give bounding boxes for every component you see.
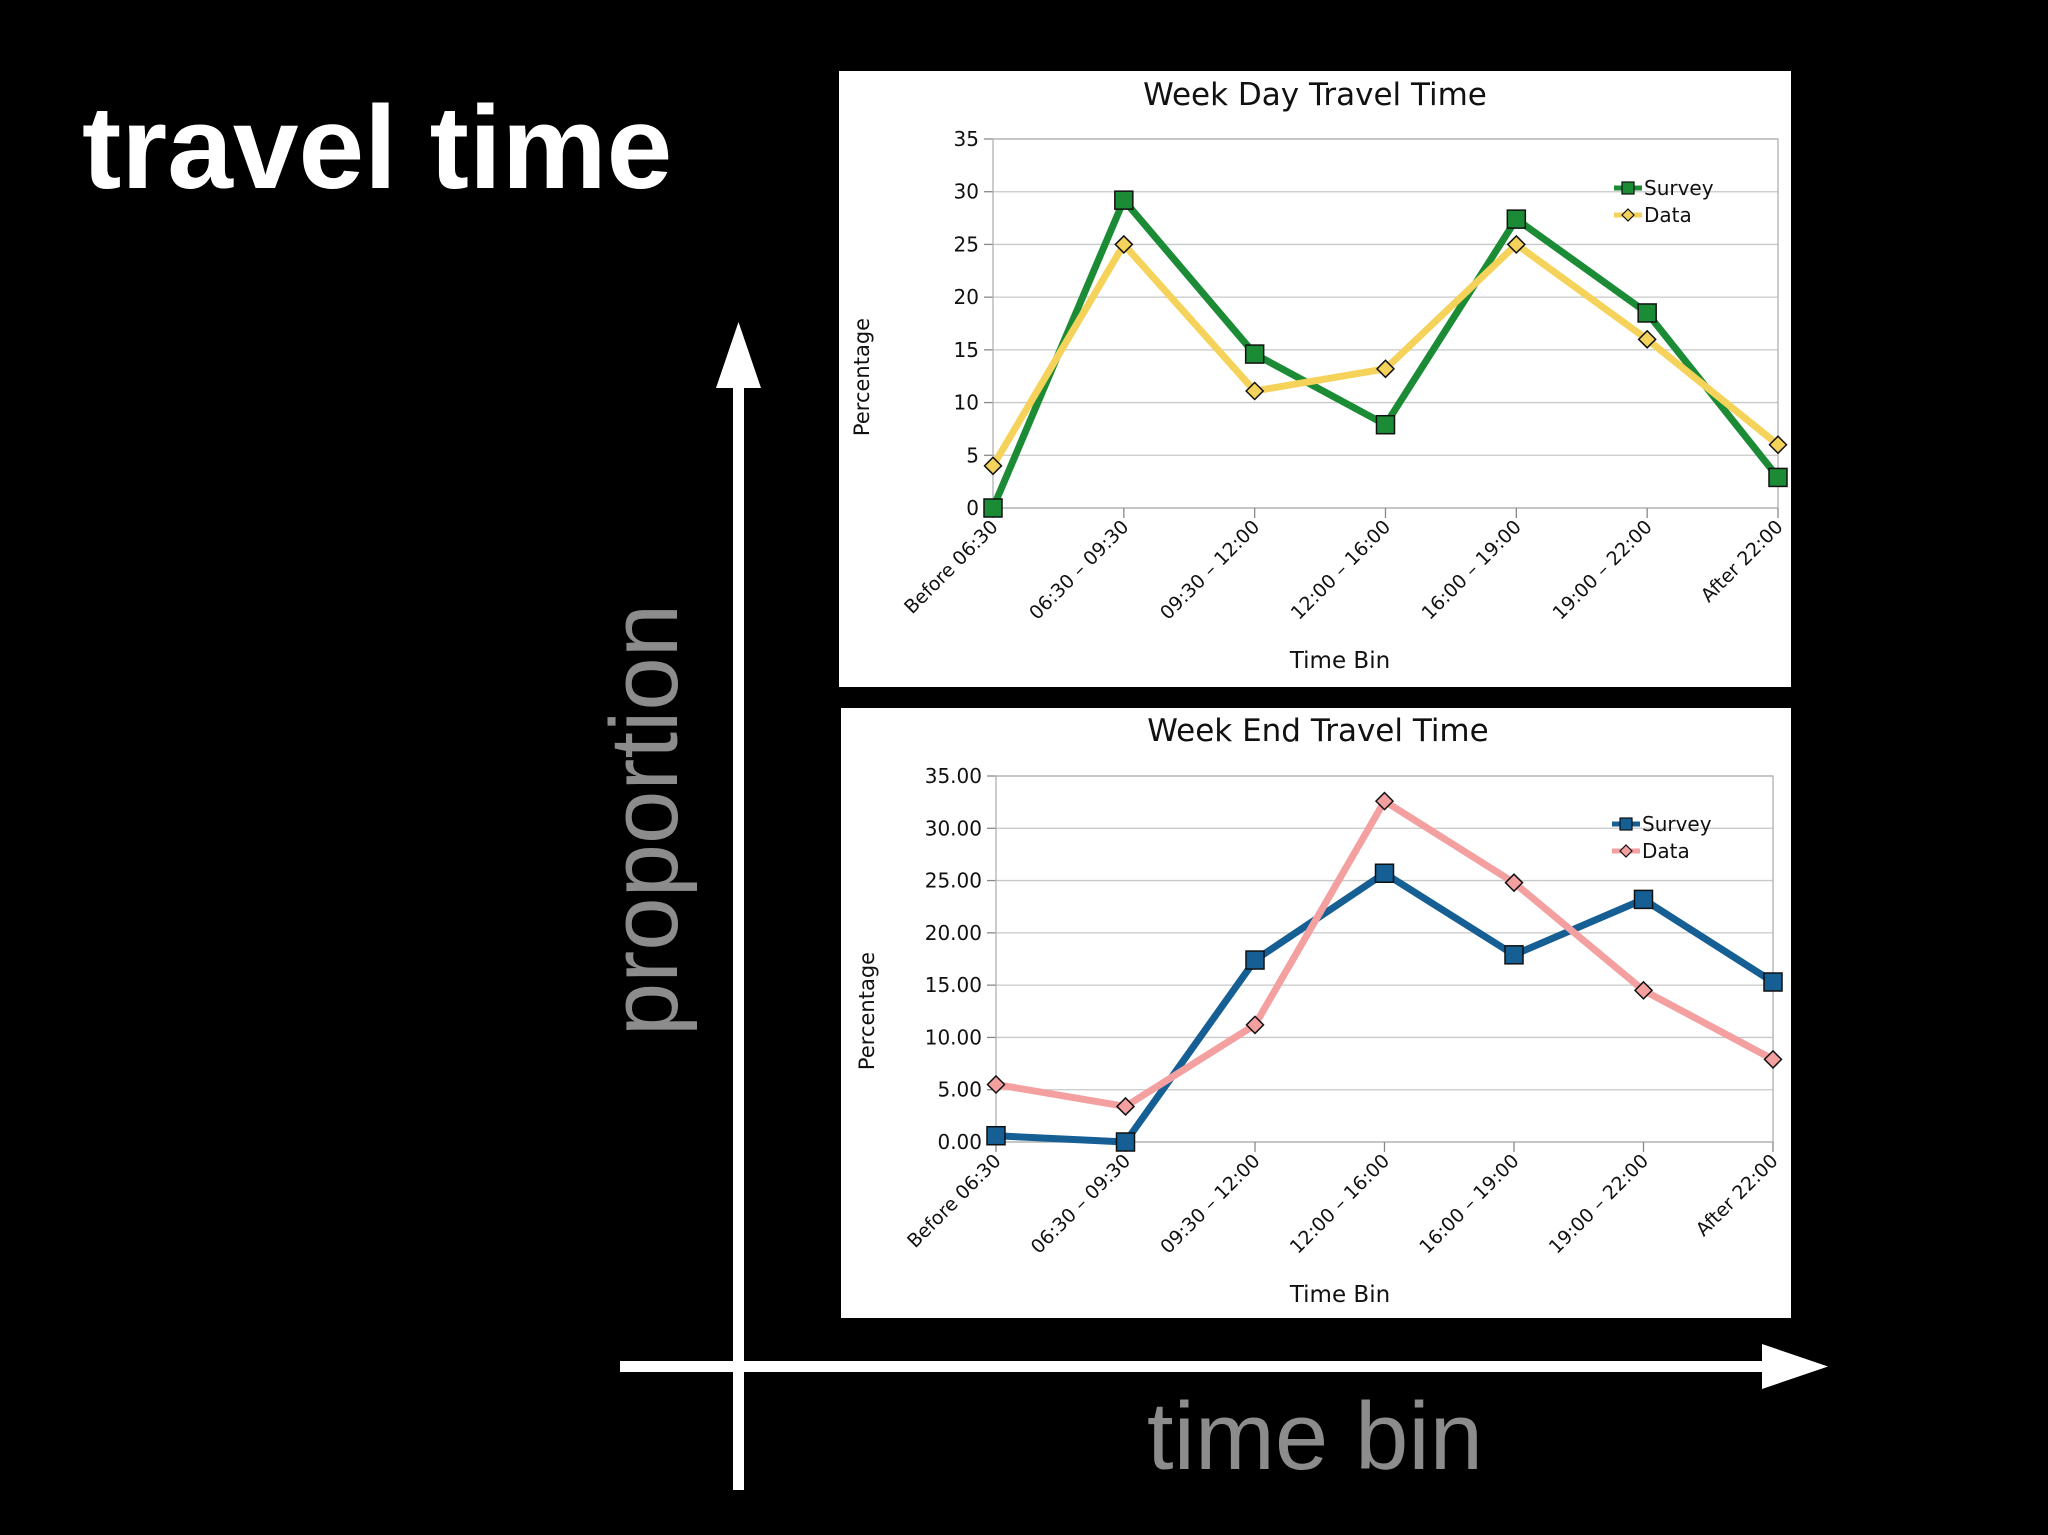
weekday-survey-point bbox=[1244, 344, 1265, 364]
weekday-y-tick-label: 15 bbox=[954, 338, 979, 362]
x-axis-caption: time bin bbox=[1146, 1383, 1484, 1490]
weekend-survey-point bbox=[1115, 1132, 1136, 1152]
weekend-y-tick-label: 20.00 bbox=[925, 921, 982, 945]
weekend-survey-point bbox=[1245, 950, 1265, 970]
weekday-y-axis-label: Percentage bbox=[850, 318, 874, 436]
weekday-y-tick-label: 0 bbox=[966, 496, 979, 520]
weekday-y-tick-label: 25 bbox=[954, 232, 979, 256]
weekday-survey-point bbox=[1768, 467, 1788, 488]
weekend-chart-panel: Week End Travel Time 0.00 5.00 10.00 15.00 20… bbox=[841, 708, 1791, 1318]
weekday-x-axis-label: Time Bin bbox=[1289, 648, 1390, 674]
weekend-data-point bbox=[1245, 1015, 1265, 1035]
vertical-axis-arrowhead bbox=[716, 322, 761, 388]
weekend-chart-title: Week End Travel Time bbox=[1147, 713, 1488, 749]
weekday-legend-survey-label: Survey bbox=[1644, 176, 1714, 200]
weekend-y-tick-label: 0.00 bbox=[937, 1130, 982, 1154]
weekday-data-point bbox=[1768, 435, 1788, 455]
weekend-legend-survey-label: Survey bbox=[1642, 812, 1712, 836]
weekend-survey-point bbox=[1504, 945, 1524, 965]
weekend-x-axis-label: Time Bin bbox=[1289, 1282, 1390, 1308]
weekend-y-tick-label: 35.00 bbox=[925, 764, 982, 788]
weekday-survey-point bbox=[1506, 209, 1527, 229]
weekday-legend-data-marker bbox=[1621, 208, 1635, 222]
weekend-y-tick-label: 25.00 bbox=[925, 869, 982, 893]
slide-title: travel time bbox=[82, 82, 673, 214]
weekend-survey-point bbox=[1374, 863, 1395, 884]
weekend-survey-point bbox=[1633, 889, 1654, 910]
weekday-survey-point bbox=[1114, 190, 1134, 210]
weekend-y-tick-label: 15.00 bbox=[925, 973, 982, 997]
weekday-y-tick-label: 10 bbox=[954, 391, 979, 415]
weekend-legend-survey-marker bbox=[1619, 817, 1633, 831]
weekend-legend-data-marker bbox=[1619, 844, 1633, 858]
weekend-data-point bbox=[1763, 1049, 1783, 1069]
weekday-data-point bbox=[1114, 234, 1134, 254]
weekend-data-point bbox=[1504, 873, 1524, 893]
weekend-data-point bbox=[986, 1074, 1006, 1095]
weekday-legend-data-label: Data bbox=[1644, 203, 1692, 227]
weekend-data-point bbox=[1115, 1096, 1136, 1117]
weekend-survey-point bbox=[1763, 972, 1783, 992]
weekend-chart: Week End Travel Time 0.00 5.00 10.00 15.00 20… bbox=[855, 713, 1783, 1308]
weekend-survey-point bbox=[986, 1125, 1006, 1146]
weekday-chart: Week Day Travel Time05101520253035Before… bbox=[850, 77, 1788, 674]
weekday-data-point bbox=[1245, 381, 1265, 401]
weekday-chart-panel: Week Day Travel Time 0 5 10 15 20 25 30 35 Before… bbox=[839, 71, 1791, 687]
weekend-y-tick-label: 30.00 bbox=[925, 816, 982, 840]
weekend-y-axis-label: Percentage bbox=[855, 952, 879, 1070]
weekday-legend-survey-marker bbox=[1621, 181, 1635, 195]
weekend-y-tick-label: 10.00 bbox=[925, 1025, 982, 1049]
weekday-chart-title: Week Day Travel Time bbox=[1143, 77, 1487, 113]
weekday-y-tick-label: 30 bbox=[954, 180, 979, 204]
horizontal-axis-arrow-shaft bbox=[620, 1361, 1770, 1372]
weekday-y-tick-label: 35 bbox=[954, 127, 979, 151]
vertical-axis-arrow-shaft bbox=[733, 380, 744, 1490]
y-axis-caption: proportion bbox=[591, 603, 698, 1037]
weekday-data-point bbox=[1506, 234, 1526, 254]
weekday-y-tick-label: 20 bbox=[954, 285, 979, 309]
weekday-survey-point bbox=[983, 498, 1003, 518]
weekend-data-point bbox=[1374, 791, 1395, 811]
weekday-survey-point bbox=[1637, 303, 1657, 323]
weekend-legend-data-label: Data bbox=[1642, 839, 1690, 863]
weekend-data-point bbox=[1633, 980, 1654, 1000]
weekday-survey-point bbox=[1375, 414, 1396, 435]
weekday-y-tick-label: 5 bbox=[966, 443, 979, 467]
weekday-data-point bbox=[983, 456, 1003, 476]
weekday-data-point bbox=[1375, 359, 1396, 379]
weekday-data-point bbox=[1637, 329, 1657, 349]
weekend-y-tick-label: 5.00 bbox=[937, 1078, 982, 1102]
horizontal-axis-arrowhead bbox=[1762, 1344, 1828, 1389]
